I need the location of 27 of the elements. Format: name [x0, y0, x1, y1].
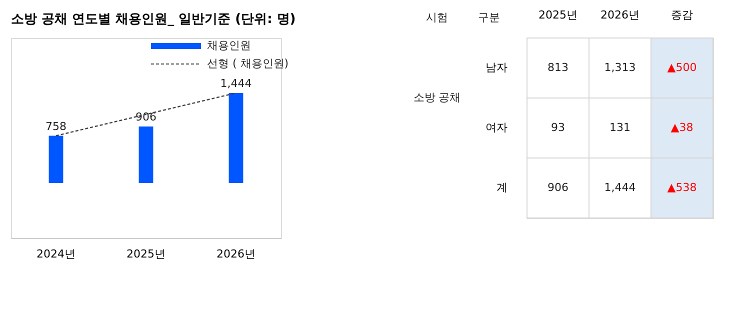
- text: 1,444: [604, 181, 636, 194]
- text: 93: [551, 121, 565, 134]
- text: ▲538: [667, 181, 697, 194]
- text: 813: [548, 61, 568, 74]
- legend-label: 선형 ( 채용인원): [207, 57, 289, 70]
- data-label: 758: [46, 120, 66, 133]
- category-label: 여자: [486, 121, 508, 134]
- text: 906: [548, 181, 568, 194]
- category-label: 2026년: [600, 8, 640, 22]
- x-tick-label: 2025년: [126, 248, 166, 260]
- data-label: 1,444: [220, 77, 252, 90]
- category-label: 계: [496, 181, 508, 194]
- text: 시험: [426, 11, 448, 24]
- data-label: 906: [136, 110, 156, 124]
- x-tick-label: 2024년: [36, 248, 76, 260]
- text: ▲38: [670, 121, 694, 134]
- category-label: 2025년: [538, 8, 578, 22]
- legend-label: 채용인원: [207, 39, 251, 52]
- chart-title: 소방 공채 연도별 채용인원_ 일반기준 (단위: 명): [11, 12, 296, 27]
- text: 1,313: [604, 61, 636, 74]
- category-label: 남자: [486, 61, 508, 74]
- text: ▲500: [667, 61, 697, 74]
- text: 131: [610, 121, 630, 134]
- text: 구분: [478, 11, 500, 24]
- x-tick-label: 2026년: [216, 248, 256, 260]
- category-label: 증감: [671, 8, 693, 22]
- text: 소방 공채: [413, 91, 461, 104]
